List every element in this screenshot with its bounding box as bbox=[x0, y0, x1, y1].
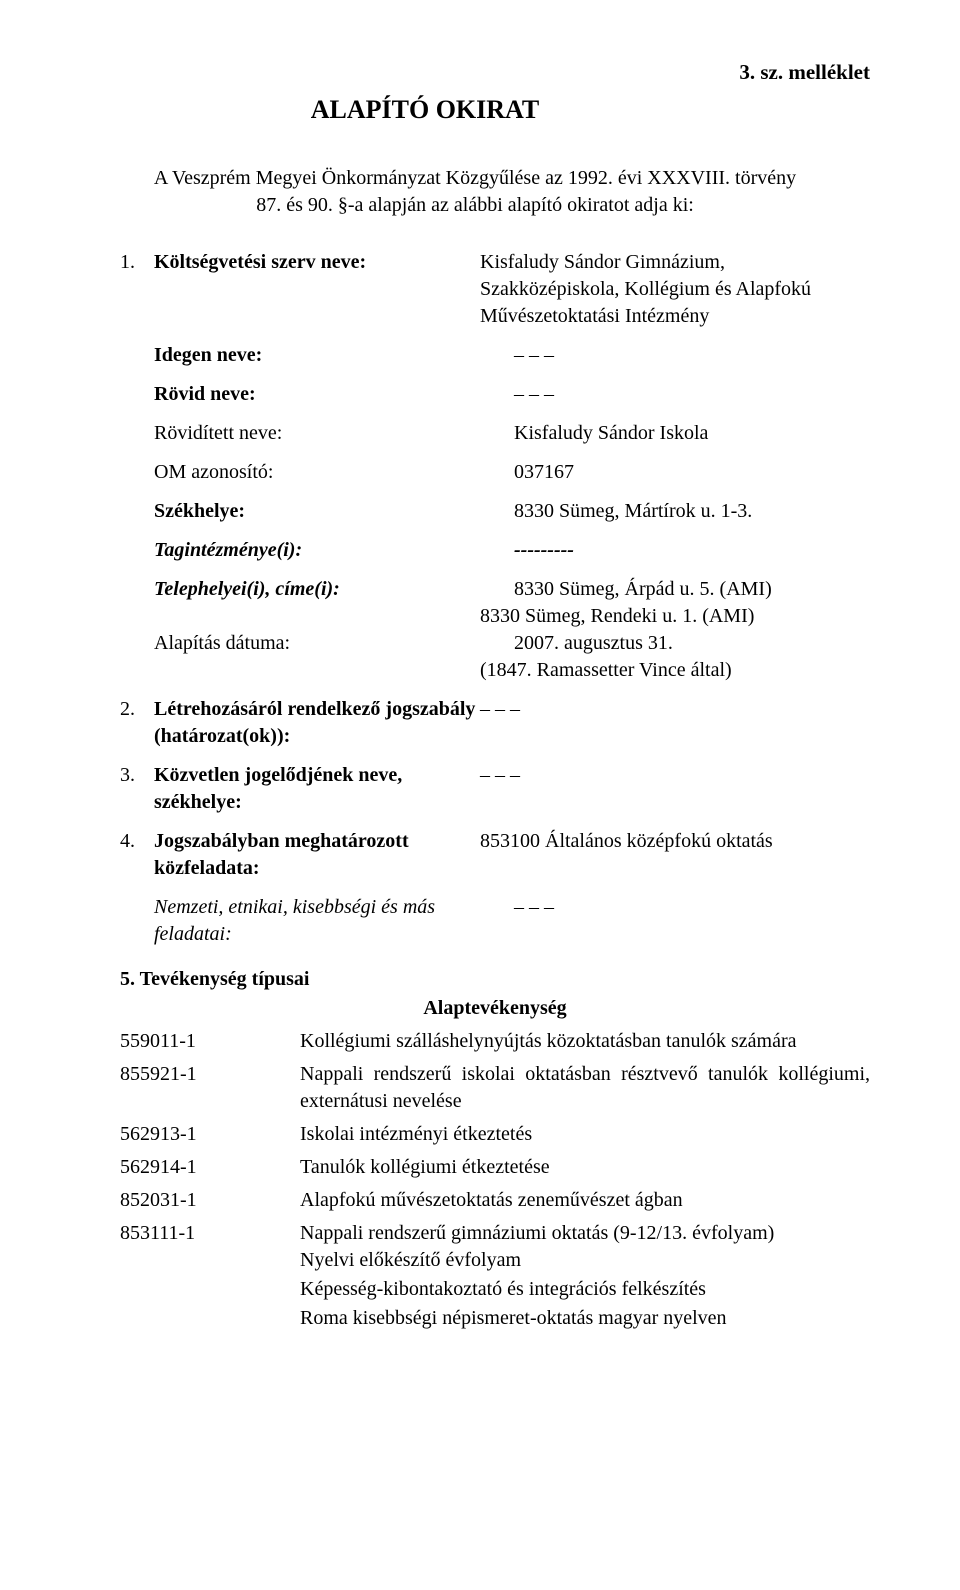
rovid-value: – – – bbox=[514, 381, 870, 408]
page: 3. sz. melléklet ALAPÍTÓ OKIRAT A Veszpr… bbox=[0, 0, 960, 1400]
item-4-number: 4. bbox=[120, 828, 154, 882]
activity-row: 852031-1Alapfokú művészetoktatás zeneműv… bbox=[120, 1187, 870, 1214]
activity-desc: Nappali rendszerű iskolai oktatásban rés… bbox=[300, 1061, 870, 1115]
item-2-number: 2. bbox=[120, 696, 154, 750]
activity-row: 559011-1Kollégiumi szálláshelynyújtás kö… bbox=[120, 1028, 870, 1055]
activity-desc-extra: Képesség-kibontakoztató és integrációs f… bbox=[300, 1276, 870, 1303]
row-item-3: 3. Közvetlen jogelődjének neve, székhely… bbox=[120, 762, 870, 816]
row-item-2: 2. Létrehozásáról rendelkező jogszabály … bbox=[120, 696, 870, 750]
activity-desc: Tanulók kollégiumi étkeztetése bbox=[300, 1154, 870, 1181]
row-rovid: Rövid neve: – – – bbox=[120, 381, 870, 408]
nemzeti-label-l2: feladatai: bbox=[154, 923, 232, 945]
intro-line-1: A Veszprém Megyei Önkormányzat Közgyűlés… bbox=[154, 167, 796, 189]
activity-code: 562914-1 bbox=[120, 1154, 300, 1181]
item-1-value-l3: Művészetoktatási Intézmény bbox=[480, 303, 870, 330]
telep-value-1: 8330 Sümeg, Árpád u. 5. (AMI) bbox=[514, 576, 870, 603]
item-1-value: Kisfaludy Sándor Gimnázium, Szakközépisk… bbox=[480, 249, 870, 330]
row-om: OM azonosító: 037167 bbox=[120, 459, 870, 486]
item-2-label-l1: Létrehozásáról rendelkező jogszabály bbox=[154, 698, 475, 720]
row-telep-2: 8330 Sümeg, Rendeki u. 1. (AMI) bbox=[120, 603, 870, 630]
activity-code: 559011-1 bbox=[120, 1028, 300, 1055]
activity-code: 855921-1 bbox=[120, 1061, 300, 1115]
activity-code: 562913-1 bbox=[120, 1121, 300, 1148]
activity-row: 855921-1Nappali rendszerű iskolai oktatá… bbox=[120, 1061, 870, 1115]
row-alapitas: Alapítás dátuma: 2007. augusztus 31. bbox=[120, 630, 870, 657]
item-4-value: 853100 Általános középfokú oktatás bbox=[480, 828, 870, 882]
activity-row: 562914-1Tanulók kollégiumi étkeztetése bbox=[120, 1154, 870, 1181]
row-nemzeti: Nemzeti, etnikai, kisebbségi és más fela… bbox=[120, 894, 870, 948]
telep-value-2: 8330 Sümeg, Rendeki u. 1. (AMI) bbox=[480, 603, 870, 630]
activity-row: 562913-1Iskolai intézményi étkeztetés bbox=[120, 1121, 870, 1148]
activity-desc: Iskolai intézményi étkeztetés bbox=[300, 1121, 870, 1148]
rovidit-value: Kisfaludy Sándor Iskola bbox=[514, 420, 870, 447]
item-3-value: – – – bbox=[480, 762, 870, 816]
annex-label: 3. sz. melléklet bbox=[120, 60, 870, 85]
nemzeti-label-l1: Nemzeti, etnikai, kisebbségi és más bbox=[154, 896, 435, 918]
alapitas-value-2: (1847. Ramassetter Vince által) bbox=[480, 657, 870, 684]
activity-desc-extra: Roma kisebbségi népismeret-oktatás magya… bbox=[300, 1305, 870, 1332]
item-1-number: 1. bbox=[120, 249, 154, 330]
item-2-label-l2: (határozat(ok)): bbox=[154, 725, 290, 747]
item-1-value-l1: Kisfaludy Sándor Gimnázium, bbox=[480, 249, 870, 276]
item-2-value: – – – bbox=[480, 696, 870, 750]
row-alapitas-2: (1847. Ramassetter Vince által) bbox=[120, 657, 870, 684]
idegen-label: Idegen neve: bbox=[120, 342, 514, 369]
item-1-label: Költségvetési szerv neve: bbox=[154, 249, 480, 330]
item-1-value-l2: Szakközépiskola, Kollégium és Alapfokú bbox=[480, 276, 870, 303]
activities-list: 559011-1Kollégiumi szálláshelynyújtás kö… bbox=[120, 1028, 870, 1334]
document-title: ALAPÍTÓ OKIRAT bbox=[120, 95, 730, 125]
activity-desc-extra: Nyelvi előkészítő évfolyam bbox=[300, 1247, 870, 1274]
item-3-label-l2: székhelye: bbox=[154, 791, 242, 813]
item-4-label-l1: Jogszabályban meghatározott bbox=[154, 830, 409, 852]
tagint-label: Tagintézménye(i): bbox=[120, 537, 514, 564]
item-3-label-l1: Közvetlen jogelődjének neve, bbox=[154, 764, 402, 786]
nemzeti-value: – – – bbox=[514, 894, 870, 948]
activity-desc: Kollégiumi szálláshelynyújtás közoktatás… bbox=[300, 1028, 870, 1055]
intro-text: A Veszprém Megyei Önkormányzat Közgyűlés… bbox=[120, 165, 830, 219]
idegen-value: – – – bbox=[514, 342, 870, 369]
activity-code: 852031-1 bbox=[120, 1187, 300, 1214]
row-tagint: Tagintézménye(i): --------- bbox=[120, 537, 870, 564]
item-4-label-l2: közfeladata: bbox=[154, 857, 260, 879]
om-value: 037167 bbox=[514, 459, 870, 486]
rovid-label: Rövid neve: bbox=[120, 381, 514, 408]
alapitas-label: Alapítás dátuma: bbox=[120, 630, 514, 657]
alaptevekenyseg-heading: Alaptevékenység bbox=[120, 997, 870, 1020]
activity-desc: Nappali rendszerű gimnáziumi oktatás (9-… bbox=[300, 1220, 870, 1334]
activity-row: 853111-1Nappali rendszerű gimnáziumi okt… bbox=[120, 1220, 870, 1334]
telep-label: Telephelyei(i), címe(i): bbox=[120, 576, 514, 603]
row-rovidit: Rövidített neve: Kisfaludy Sándor Iskola bbox=[120, 420, 870, 447]
om-label: OM azonosító: bbox=[120, 459, 514, 486]
row-item-4: 4. Jogszabályban meghatározott közfelada… bbox=[120, 828, 870, 882]
item-3-number: 3. bbox=[120, 762, 154, 816]
activity-code: 853111-1 bbox=[120, 1220, 300, 1334]
intro-line-2: 87. és 90. §-a alapján az alábbi alapító… bbox=[256, 194, 694, 216]
activity-desc: Alapfokú művészetoktatás zeneművészet ág… bbox=[300, 1187, 870, 1214]
tagint-value: --------- bbox=[514, 537, 870, 564]
alapitas-value-1: 2007. augusztus 31. bbox=[514, 630, 870, 657]
row-item-1: 1. Költségvetési szerv neve: Kisfaludy S… bbox=[120, 249, 870, 330]
szekhely-label: Székhelye: bbox=[120, 498, 514, 525]
item-5-label: 5. Tevékenység típusai bbox=[120, 968, 870, 991]
rovidit-label: Rövidített neve: bbox=[120, 420, 514, 447]
szekhely-value: 8330 Sümeg, Mártírok u. 1-3. bbox=[514, 498, 870, 525]
row-szekhely: Székhelye: 8330 Sümeg, Mártírok u. 1-3. bbox=[120, 498, 870, 525]
row-idegen: Idegen neve: – – – bbox=[120, 342, 870, 369]
row-telep: Telephelyei(i), címe(i): 8330 Sümeg, Árp… bbox=[120, 576, 870, 603]
